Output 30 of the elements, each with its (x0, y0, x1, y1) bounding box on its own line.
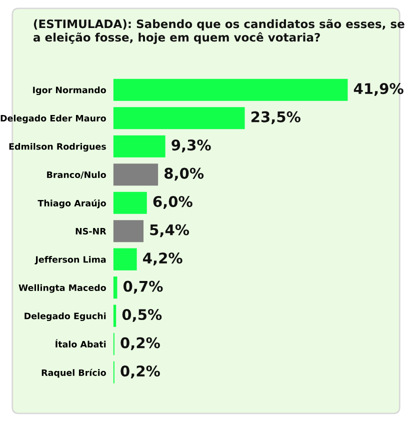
y-tick-label: Jefferson Lima (34, 256, 106, 264)
bar (113, 107, 245, 130)
data-label: 23,5% (251, 111, 300, 124)
data-label: 0,2% (120, 366, 160, 378)
y-tick-label: Delegado Eder Mauro (0, 114, 106, 124)
data-label: 8,0% (164, 168, 204, 181)
bar (113, 248, 137, 270)
data-label: 0,7% (123, 280, 163, 294)
y-tick-label: Raquel Brício (42, 368, 106, 378)
y-tick-label: Thiago Araújo (38, 199, 106, 208)
data-label: 0,2% (120, 337, 160, 350)
y-tick-label: Ítalo Abati (56, 339, 106, 348)
bar (113, 164, 158, 186)
bar (113, 220, 144, 242)
bar (113, 192, 147, 214)
y-tick-label: Edmilson Rodrigues (9, 143, 106, 152)
y-tick-label: Wellingta Macedo (18, 284, 106, 293)
data-label: 0,5% (122, 309, 162, 322)
data-label: 4,2% (143, 252, 182, 266)
data-label: 6,0% (153, 196, 192, 209)
data-label: 9,3% (172, 140, 211, 152)
y-tick-label: Branco/Nulo (47, 171, 106, 179)
y-tick-label: Igor Normando (33, 86, 106, 96)
data-label: 5,4% (150, 224, 190, 238)
data-label: 41,9% (354, 83, 404, 96)
y-tick-label: NS-NR (76, 228, 106, 235)
chart-title: (ESTIMULADA): Sabendo que os candidatos são esses, se a eleição fosse, hoje em quem você votaria? (33, 19, 404, 44)
bar (113, 135, 166, 158)
bar (113, 78, 348, 101)
y-tick-label: Delegado Eguchi (24, 312, 106, 322)
